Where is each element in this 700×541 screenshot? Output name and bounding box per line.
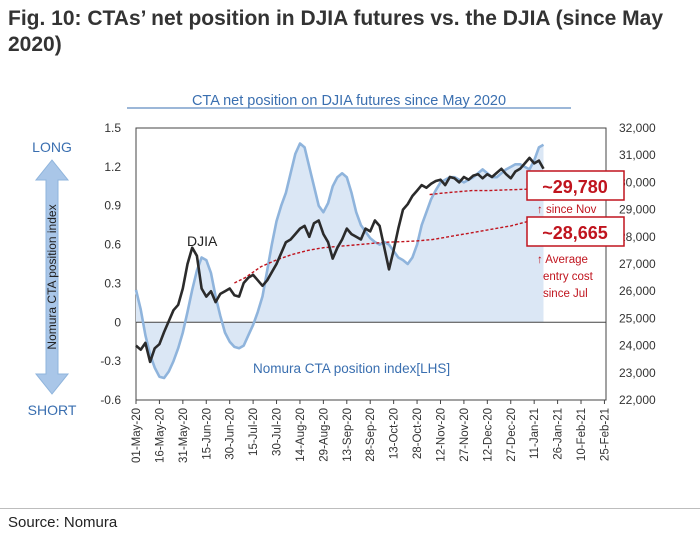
chart: CTA net position on DJIA futures since M…	[28, 93, 656, 463]
right-tick-label: 32,000	[619, 121, 656, 135]
x-tick-label: 13-Sep-20	[342, 408, 354, 462]
annotation-note-jul-2: entry cost	[543, 271, 594, 283]
x-tick-label: 30-Jun-20	[225, 408, 237, 460]
entry-cost-nov-line	[429, 187, 544, 196]
left-tick-label: 0.3	[104, 276, 121, 290]
djia-label: DJIA	[187, 233, 218, 249]
x-tick-label: 27-Dec-20	[506, 408, 518, 462]
x-tick-label: 28-Sep-20	[365, 408, 377, 462]
x-tick-label: 29-Aug-20	[318, 408, 330, 462]
x-tick-label: 01-May-20	[131, 408, 143, 463]
annotation-note-jul-1: ↑ Average	[537, 254, 588, 266]
cta-index-label: Nomura CTA position index[LHS]	[253, 361, 450, 376]
left-tick-label: 0.9	[104, 199, 121, 213]
right-tick-label: 27,000	[619, 257, 656, 271]
x-axis-ticks: 01-May-20 16-May-20 31-May-20 15-Jun-20 30-J…	[131, 400, 611, 463]
long-short-arrow	[34, 159, 70, 395]
short-label: SHORT	[28, 402, 77, 418]
right-tick-label: 22,000	[619, 393, 656, 407]
right-tick-label: 30,000	[619, 175, 656, 189]
left-tick-label: 1.5	[104, 121, 121, 135]
right-tick-label: 29,000	[619, 203, 656, 217]
right-tick-label: 24,000	[619, 339, 656, 353]
x-tick-label: 31-May-20	[178, 408, 190, 463]
x-tick-label: 13-Oct-20	[389, 408, 401, 459]
annotation-note-jul-3: since Jul	[543, 288, 588, 300]
long-label: LONG	[32, 139, 72, 155]
right-tick-label: 25,000	[619, 311, 656, 325]
x-tick-label: 26-Jan-21	[553, 408, 565, 460]
x-tick-label: 15-Jul-20	[248, 408, 260, 456]
right-tick-label: 23,000	[619, 366, 656, 380]
x-tick-label: 16-May-20	[154, 408, 166, 463]
x-tick-label: 12-Nov-20	[435, 408, 447, 462]
x-tick-label: 10-Feb-21	[576, 408, 588, 461]
left-tick-label: 0	[114, 315, 121, 329]
x-tick-label: 28-Oct-20	[412, 408, 424, 459]
djia-line	[135, 156, 545, 364]
right-tick-label: 26,000	[619, 284, 656, 298]
left-tick-label: -0.3	[100, 354, 121, 368]
left-axis-label: Nomura CTA position index	[45, 204, 59, 349]
x-tick-label: 11-Jan-21	[529, 408, 541, 459]
chart-title: CTA net position on DJIA futures since M…	[192, 93, 506, 109]
x-tick-label: 15-Jun-20	[201, 408, 213, 460]
cta-area-fill	[136, 143, 544, 378]
annotation-note-nov: ↑ since Nov	[537, 204, 597, 216]
plot-frame	[135, 127, 607, 401]
x-tick-label: 12-Dec-20	[482, 408, 494, 462]
annotation-value-nov: ~29,780	[542, 177, 608, 197]
left-tick-label: 1.2	[104, 160, 121, 174]
x-tick-label: 30-Jul-20	[272, 408, 284, 456]
right-tick-label: 28,000	[619, 230, 656, 244]
annotation-box-jul	[526, 216, 625, 247]
annotation-value-jul: ~28,665	[542, 223, 608, 243]
x-tick-label: 25-Feb-21	[599, 408, 611, 461]
annotation-box-nov	[526, 170, 625, 201]
left-tick-label: 0.6	[104, 238, 121, 252]
source-note: Source: Nomura	[8, 514, 118, 531]
footer-rule	[0, 508, 700, 509]
right-tick-label: 31,000	[619, 148, 656, 162]
x-tick-label: 14-Aug-20	[295, 408, 307, 462]
left-tick-label: -0.6	[100, 393, 121, 407]
figure-title: Fig. 10: CTAs’ net position in DJIA futu…	[8, 7, 663, 56]
right-axis-ticks: 32,000 31,000 30,000 29,000 28,000 27,000 26,0…	[619, 121, 656, 407]
left-axis-ticks: 1.5 1.2 0.9 0.6 0.3 0 -0.3 -0.6	[100, 121, 121, 407]
x-tick-label: 27-Nov-20	[459, 408, 471, 462]
